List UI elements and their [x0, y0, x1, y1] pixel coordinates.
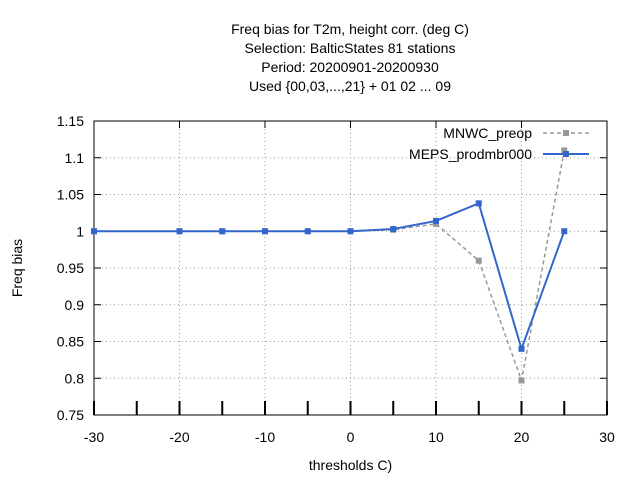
- x-tick-label: 20: [514, 429, 530, 445]
- title-line: Selection: BalticStates 81 stations: [245, 40, 456, 56]
- series-line-1: [94, 201, 566, 353]
- y-tick-label: 0.85: [57, 334, 84, 350]
- series-point-1: [91, 228, 97, 235]
- series-point-1: [433, 217, 439, 224]
- series-line-0: [94, 150, 565, 384]
- y-tick-label: 0.9: [65, 297, 85, 313]
- series-point-1: [219, 228, 226, 235]
- series-point-0: [518, 377, 525, 384]
- y-tick-label: 1.05: [57, 187, 84, 203]
- series-point-1: [475, 200, 482, 207]
- series-point-0: [561, 147, 568, 154]
- legend-label: MNWC_preop: [443, 125, 532, 141]
- chart-title: Freq bias for T2m, height corr. (deg C) S…: [231, 21, 469, 94]
- x-tick-label: 10: [428, 429, 444, 445]
- series-point-1: [262, 228, 268, 235]
- legend-marker: [563, 130, 569, 136]
- series-point-1: [390, 226, 397, 233]
- series-point-1: [518, 345, 525, 352]
- series-point-1: [304, 228, 311, 235]
- x-tick-label: -30: [84, 429, 104, 445]
- y-axis-label: Freq bias: [9, 239, 25, 297]
- title-line: Freq bias for T2m, height corr. (deg C): [231, 21, 469, 37]
- grid: [94, 121, 607, 415]
- title-line: Period: 20200901-20200930: [261, 59, 439, 75]
- title-line: Used {00,03,...,21} + 01 02 ... 09: [249, 78, 451, 94]
- y-tick-label: 1.15: [57, 113, 84, 129]
- series-point-1: [176, 228, 183, 235]
- series-point-1: [561, 228, 568, 235]
- x-tick-label: -20: [169, 429, 189, 445]
- x-axis-label: thresholds C): [309, 457, 392, 473]
- series-layer: [91, 147, 568, 384]
- x-tick-label: -10: [255, 429, 275, 445]
- x-tick-label: 0: [347, 429, 355, 445]
- legend-label: MEPS_prodmbr000: [409, 146, 532, 162]
- y-tick-label: 0.8: [65, 370, 85, 386]
- y-tick-label: 0.75: [57, 407, 84, 423]
- y-tick-label: 0.95: [57, 260, 84, 276]
- y-tick-label: 1.1: [65, 150, 85, 166]
- legend-marker: [563, 151, 569, 157]
- series-point-1: [347, 228, 354, 235]
- tick-labels: -30 -20 -10 0 10 20 30 0.75 0.8 0.85 0.9 0.95 1 1.05 1…: [57, 113, 615, 445]
- series-point-0: [475, 257, 482, 264]
- legend: MNWC_preop MEPS_prodmbr000: [409, 125, 589, 162]
- y-tick-label: 1: [76, 223, 84, 239]
- x-tick-label: 30: [599, 429, 615, 445]
